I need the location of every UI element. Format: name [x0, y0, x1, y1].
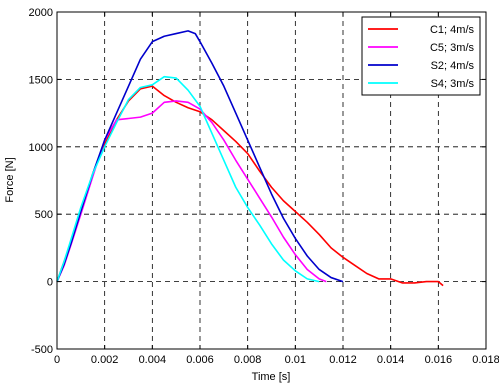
y-tick-label: -500 — [31, 344, 53, 356]
legend-label: S2; 4m/s — [431, 60, 475, 72]
x-tick-label: 0 — [54, 354, 60, 366]
y-axis-label: Force [N] — [4, 157, 16, 202]
x-tick-label: 0.01 — [285, 354, 306, 366]
y-tick-label: 500 — [35, 209, 53, 221]
y-tick-label: 2000 — [29, 7, 53, 19]
x-tick-label: 0.006 — [186, 354, 214, 366]
series-line-2 — [56, 100, 327, 283]
series-layer — [56, 30, 444, 287]
legend-label: C1; 4m/s — [430, 24, 475, 36]
y-tick-label: 1500 — [29, 74, 53, 86]
series-line-4 — [56, 75, 320, 283]
plot-frame — [56, 11, 487, 350]
grid — [57, 12, 486, 349]
ticks: 0 0.002 0.004 0.006 0.008 0.01 0.012 0.014 0.016… — [29, 7, 499, 366]
legend-label: C5; 3m/s — [430, 42, 475, 54]
x-tick-label: 0.014 — [377, 354, 405, 366]
legend-box — [361, 16, 481, 96]
x-tick-label: 0.016 — [425, 354, 453, 366]
y-tick-label: 1000 — [29, 142, 53, 154]
legend-label: S4; 3m/s — [431, 78, 475, 90]
x-tick-label: 0.008 — [234, 354, 262, 366]
legend: C1; 4m/s C5; 3m/s S2; 4m/s S4; 3m/s — [361, 16, 481, 96]
series-line-3 — [56, 30, 344, 283]
x-tick-label: 0.004 — [139, 354, 167, 366]
y-tick-label: 0 — [47, 277, 53, 289]
x-tick-label: 0.018 — [472, 354, 499, 366]
x-tick-label: 0.002 — [91, 354, 119, 366]
x-axis-label: Time [s] — [252, 371, 291, 383]
x-tick-label: 0.012 — [329, 354, 357, 366]
